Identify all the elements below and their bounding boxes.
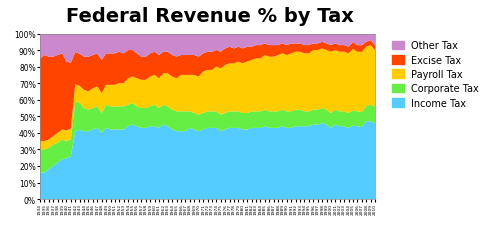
Legend: Other Tax, Excise Tax, Payroll Tax, Corporate Tax, Income Tax: Other Tax, Excise Tax, Payroll Tax, Corp… [390,39,481,110]
Text: Federal Revenue % by Tax: Federal Revenue % by Tax [66,7,354,26]
